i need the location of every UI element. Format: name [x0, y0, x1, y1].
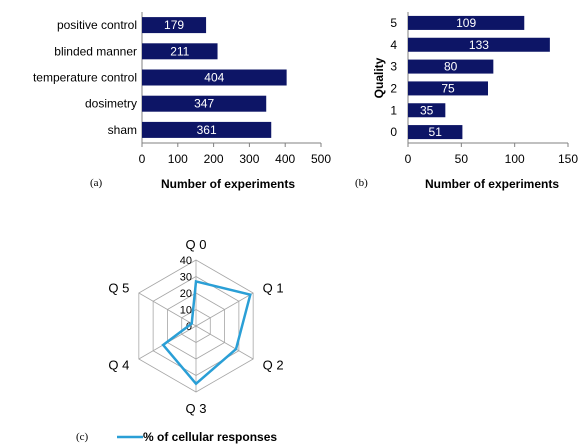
data-label: 347	[194, 97, 214, 111]
b-bars: 5 109 4 133 3 80 2 75 1 35 0 51	[390, 15, 550, 140]
radial-tick-label: 40	[180, 255, 192, 267]
radar-spoke	[138, 292, 197, 327]
x-tick-label: 100	[505, 152, 525, 166]
c-legend-label: % of cellular responses	[143, 430, 277, 444]
radar-spoke	[195, 325, 254, 360]
radar-axis-label: Q 4	[108, 358, 129, 373]
b-y-axis-title: Quality	[372, 57, 386, 98]
x-tick-label: 50	[455, 152, 469, 166]
chart-b: 5 109 4 133 3 80 2 75 1 35 0 51 0 50 100 150 Number of…	[355, 12, 578, 191]
x-tick-label: 0	[139, 152, 146, 166]
category-label: 2	[390, 81, 397, 95]
category-label: sham	[108, 123, 137, 137]
bar-2	[142, 43, 218, 60]
bar-6	[408, 125, 463, 140]
data-label: 133	[469, 38, 489, 52]
radial-tick-label: 20	[180, 288, 192, 300]
bar-3	[142, 69, 287, 86]
category-label: 1	[390, 103, 397, 117]
x-tick-label: 400	[275, 152, 295, 166]
bar-1	[408, 15, 525, 30]
x-tick-label: 500	[311, 152, 331, 166]
a-x-axis-title: Number of experiments	[161, 177, 295, 191]
panel-label-a: (a)	[90, 177, 103, 189]
category-label: blinded manner	[54, 44, 137, 58]
category-label: 0	[390, 125, 397, 139]
x-tick-label: 100	[168, 152, 188, 166]
bar-2	[408, 37, 550, 52]
data-label: 109	[456, 16, 476, 30]
bar-4	[142, 95, 267, 112]
radial-tick-label: 30	[180, 272, 192, 284]
c-axis-labels: Q 0 Q 1 Q 2 Q 3 Q 4 Q 5	[108, 237, 283, 416]
chart-a: positive control 179 blinded manner 211 temp…	[33, 12, 331, 191]
bar-4	[408, 81, 488, 96]
data-label: 211	[170, 44, 189, 58]
data-label: 51	[429, 125, 443, 139]
x-tick-label: 150	[558, 152, 578, 166]
bar-1	[142, 17, 207, 34]
bar-5	[408, 103, 446, 118]
panel-label-c: (c)	[76, 431, 89, 443]
radar-axis-label: Q 3	[186, 401, 207, 416]
b-x-axis-title: Number of experiments	[425, 177, 559, 191]
category-label: 5	[390, 16, 397, 30]
b-x-ticks: 0 50 100 150	[405, 143, 578, 166]
radar-axis-label: Q 5	[108, 281, 129, 296]
data-label: 179	[164, 18, 184, 32]
category-label: temperature control	[33, 71, 137, 85]
x-tick-label: 0	[405, 152, 412, 166]
data-label: 80	[444, 60, 458, 74]
category-label: 3	[390, 60, 397, 74]
radar-axis-label: Q 2	[263, 358, 284, 373]
data-label: 404	[204, 71, 224, 85]
radial-tick-label: 10	[180, 305, 192, 317]
data-label: 75	[441, 81, 455, 95]
bar-3	[408, 59, 494, 74]
radar-axis-label: Q 1	[263, 281, 284, 296]
bar-5	[142, 121, 272, 138]
data-label: 35	[420, 103, 434, 117]
a-bars: positive control 179 blinded manner 211 temp…	[33, 17, 287, 138]
radar-axis-label: Q 0	[186, 237, 207, 252]
radar-spoke	[195, 292, 254, 327]
panel-label-b: (b)	[355, 177, 368, 189]
x-tick-label: 200	[204, 152, 224, 166]
x-tick-label: 300	[239, 152, 259, 166]
c-radar-grid	[138, 259, 254, 393]
a-x-ticks: 0 100 200 300 400 500	[139, 143, 331, 166]
category-label: positive control	[57, 18, 137, 32]
category-label: 4	[390, 38, 397, 52]
c-series-line	[161, 279, 252, 386]
data-label: 361	[197, 123, 217, 137]
category-label: dosimetry	[85, 97, 137, 111]
